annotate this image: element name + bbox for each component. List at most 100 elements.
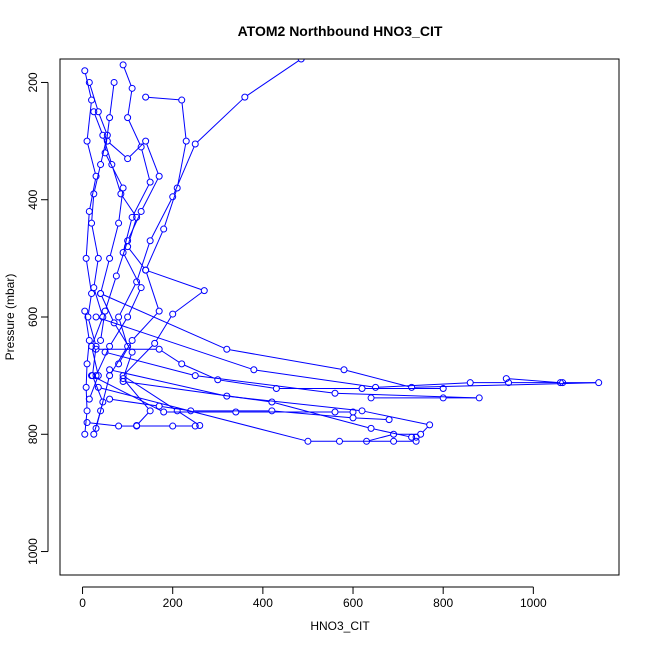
data-point [81,430,89,438]
data-point [137,284,145,292]
series-line-segment [133,313,158,339]
series-line-segment [85,366,88,385]
data-point [106,342,114,350]
series-line-segment [128,290,141,315]
data-point [367,424,375,432]
x-tick-label: 0 [79,596,86,610]
data-point [232,408,240,416]
x-tick-label: 800 [433,596,453,610]
series-line-segment [86,261,92,291]
data-point [426,421,434,429]
data-point [97,407,105,415]
data-point [92,342,100,350]
data-point [115,219,123,227]
data-point [268,407,276,415]
data-point [88,372,96,380]
data-point [173,184,181,192]
data-point [331,389,339,397]
data-point [119,378,127,385]
data-point [92,372,100,380]
data-point [155,402,163,410]
x-axis-label: HNO3_CIT [310,619,370,633]
series-line-segment [94,290,103,315]
x-tick-label: 400 [253,596,273,610]
data-point [187,407,195,415]
y-tick-label: 600 [26,307,40,327]
series-line-segment [93,378,103,400]
series-line-segment [92,349,97,373]
data-point [81,307,89,315]
data-point [128,336,136,344]
data-point [214,376,222,384]
series-line-segment [220,379,274,389]
data-point [106,366,114,374]
data-point [358,407,366,415]
data-point [97,290,105,298]
series-line-segment [84,413,88,432]
data-point [191,140,199,148]
data-point [88,290,96,298]
series-line-segment [164,190,177,227]
data-point [475,394,483,402]
data-point [169,310,177,318]
data-point [358,385,366,393]
series-line-segment [105,278,116,309]
series-line-segment [142,178,159,210]
series-line-segment [100,138,108,162]
series-line-segment [119,319,128,344]
data-point [331,408,339,416]
series-line-segment [137,243,150,280]
y-axis: 200 400 600 800 1000 [26,72,49,565]
data-point [191,372,199,380]
data-point [390,430,398,438]
data-point [106,114,114,122]
y-tick-label: 400 [26,189,40,209]
y-tick-label: 800 [26,424,40,444]
data-point [108,161,116,169]
data-point [115,360,123,368]
data-point [191,422,199,430]
data-point [408,383,416,391]
data-point [99,398,107,406]
series-line-segment [123,220,132,250]
data-point [408,433,416,441]
x-tick-label: 200 [163,596,183,610]
series-line-segment [129,142,144,157]
data-point [97,336,105,344]
series-line-segment [124,345,153,374]
series-line-segment [148,270,202,291]
data-point [82,383,90,391]
series-line-segment [364,410,427,425]
series-line-segment [110,319,127,345]
data-point [178,96,186,104]
data-point [390,437,398,445]
data-point [106,395,114,403]
series-line-segment [197,98,243,143]
data-point [117,190,125,198]
chart-title: ATOM2 Northbound HNO3_CIT [238,23,443,39]
data-point [502,375,510,383]
data-point [81,67,89,75]
series-line-segment [123,67,132,86]
data-point [85,395,93,403]
data-point [128,348,136,356]
data-point [133,213,141,221]
data-point [146,178,154,186]
data-point [142,266,150,274]
series-line-segment [93,167,101,192]
series-line-segment [181,102,187,139]
data-point [200,287,208,295]
series-line-segment [256,369,373,388]
data-point [110,319,118,327]
data-point [99,131,107,139]
series-line-segment [89,378,98,397]
data-point [155,345,163,353]
data-point [82,254,90,262]
series-line-segment [112,399,157,407]
series-line-segment [369,434,391,442]
series-line-segment [128,220,137,244]
series-line-segment [133,184,150,215]
data-point [160,408,168,416]
series-line-segment [146,231,163,268]
series-line-segment [151,199,172,239]
